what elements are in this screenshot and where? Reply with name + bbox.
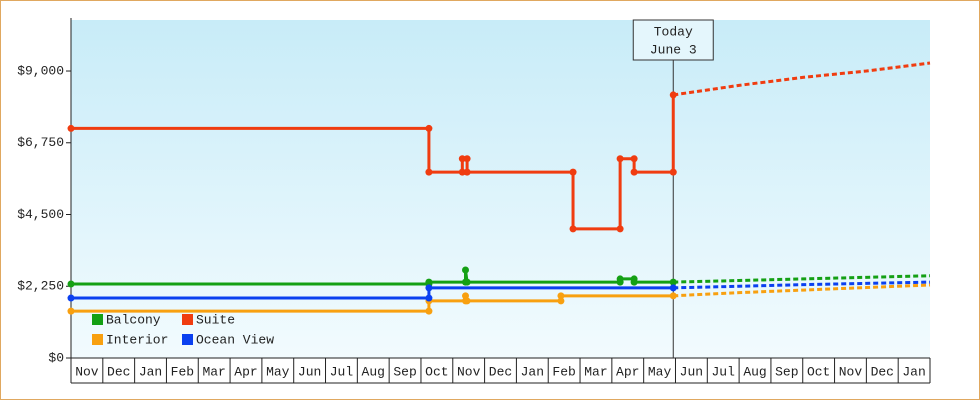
today-box	[632, 19, 714, 61]
point	[425, 168, 433, 176]
x-tick-label: Dec	[107, 364, 130, 379]
x-tick-label: Jan	[521, 364, 544, 379]
x-tick-label: Nov	[75, 364, 99, 379]
point	[557, 297, 565, 305]
point	[669, 278, 677, 286]
today-label: June 3	[650, 42, 697, 57]
x-tick-label: Jun	[680, 364, 703, 379]
point	[67, 124, 75, 132]
point	[463, 278, 471, 286]
x-tick-label: Aug	[743, 364, 766, 379]
x-tick-label: Jul	[712, 364, 736, 379]
today-label: Today	[654, 24, 693, 39]
legend-swatch	[182, 334, 193, 345]
point	[569, 168, 577, 176]
y-tick-label: $0	[48, 350, 64, 365]
point	[630, 155, 638, 163]
point	[425, 278, 433, 286]
x-tick-label: Apr	[234, 364, 257, 379]
legend-swatch	[92, 314, 103, 325]
x-tick-label: Feb	[552, 364, 575, 379]
legend-label: Interior	[106, 332, 168, 347]
point	[67, 307, 75, 315]
x-tick-label: Jun	[298, 364, 321, 379]
forecast-line	[673, 280, 931, 290]
point	[569, 225, 577, 233]
x-tick-label: Apr	[616, 364, 639, 379]
x-tick-label: Oct	[425, 364, 448, 379]
point	[557, 292, 565, 300]
point	[616, 155, 624, 163]
point	[630, 168, 638, 176]
x-tick-label: Feb	[171, 364, 194, 379]
point	[669, 91, 677, 99]
y-tick-label: $4,500	[17, 207, 64, 222]
point	[616, 225, 624, 233]
x-tick-label: Dec	[489, 364, 512, 379]
y-tick-label: $9,000	[17, 63, 64, 78]
point	[669, 168, 677, 176]
x-tick-label: Sep	[393, 364, 416, 379]
x-tick-label: Aug	[362, 364, 385, 379]
legend-swatch	[92, 334, 103, 345]
point	[67, 280, 75, 288]
legend-label: Ocean View	[196, 332, 274, 347]
forecast-line	[673, 283, 931, 298]
series-line	[71, 286, 674, 300]
point	[669, 284, 677, 292]
point	[67, 294, 75, 302]
x-tick-label: Jul	[330, 364, 354, 379]
x-tick-label: Oct	[807, 364, 830, 379]
x-tick-label: Mar	[584, 364, 607, 379]
point	[425, 307, 433, 315]
plot-area	[71, 20, 930, 358]
x-tick-label: May	[648, 364, 672, 379]
y-tick-label: $6,750	[17, 135, 64, 150]
point	[616, 275, 624, 283]
point	[463, 155, 471, 163]
y-tick-label: $2,250	[17, 279, 64, 294]
x-tick-label: May	[266, 364, 290, 379]
x-tick-label: Dec	[871, 364, 894, 379]
point	[425, 124, 433, 132]
point	[462, 266, 470, 274]
forecast-line	[673, 274, 931, 284]
x-tick-label: Sep	[775, 364, 798, 379]
x-tick-label: Jan	[139, 364, 162, 379]
point	[630, 278, 638, 286]
legend-label: Suite	[196, 312, 235, 327]
x-tick-label: Nov	[839, 364, 863, 379]
point	[463, 168, 471, 176]
x-tick-label: Mar	[202, 364, 225, 379]
point	[669, 292, 677, 300]
point	[425, 294, 433, 302]
point	[425, 284, 433, 292]
legend-swatch	[182, 314, 193, 325]
point	[463, 297, 471, 305]
legend-label: Balcony	[106, 312, 161, 327]
forecast-line	[673, 61, 931, 97]
x-tick-label: Nov	[457, 364, 481, 379]
x-tick-label: Jan	[902, 364, 925, 379]
